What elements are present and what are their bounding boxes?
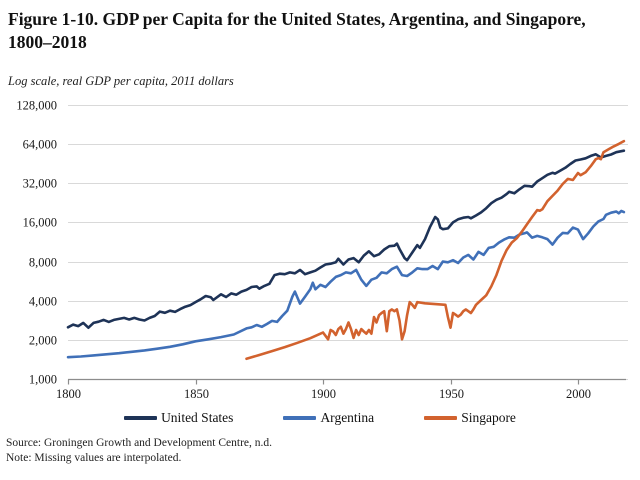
figure-title: Figure 1-10. GDP per Capita for the Unit… (8, 9, 586, 53)
x-axis-tick-label: 1950 (439, 387, 464, 401)
y-axis-tick-label: 16,000 (23, 216, 57, 230)
legend-label-united-states: United States (161, 410, 234, 425)
singapore-line-swatch (424, 416, 458, 420)
series-argentina-line (66, 209, 626, 359)
chart-legend: United States Argentina Singapore (0, 410, 640, 426)
argentina-line-swatch (283, 416, 317, 420)
legend-item-argentina: Argentina (283, 410, 374, 426)
x-axis-tick-label: 1800 (56, 387, 81, 401)
series-united-states-line (66, 149, 626, 330)
y-axis-tick-label: 1,000 (29, 373, 57, 387)
y-axis-tick-label: 4,000 (29, 295, 57, 309)
series-singapore-line (245, 139, 626, 361)
source-line: Source: Groningen Growth and Development… (6, 437, 273, 449)
x-axis-tick-label: 1850 (184, 387, 209, 401)
note-line: Note: Missing values are interpolated. (6, 452, 182, 464)
legend-label-argentina: Argentina (320, 410, 375, 425)
y-axis-tick-label: 64,000 (23, 138, 57, 152)
united-states-line-swatch (124, 416, 158, 420)
y-axis-tick-label: 128,000 (16, 99, 57, 113)
x-axis-tick-label: 1900 (311, 387, 336, 401)
y-axis-tick-label: 8,000 (29, 256, 57, 270)
y-axis-tick-label: 2,000 (29, 334, 57, 348)
legend-item-united-states: United States (124, 410, 233, 426)
legend-label-singapore: Singapore (461, 410, 516, 425)
x-axis-tick-label: 2000 (566, 387, 591, 401)
figure-subtitle: Log scale, real GDP per capita, 2011 dol… (8, 74, 234, 88)
y-axis-tick-label: 32,000 (23, 177, 57, 191)
legend-item-singapore: Singapore (424, 410, 516, 426)
